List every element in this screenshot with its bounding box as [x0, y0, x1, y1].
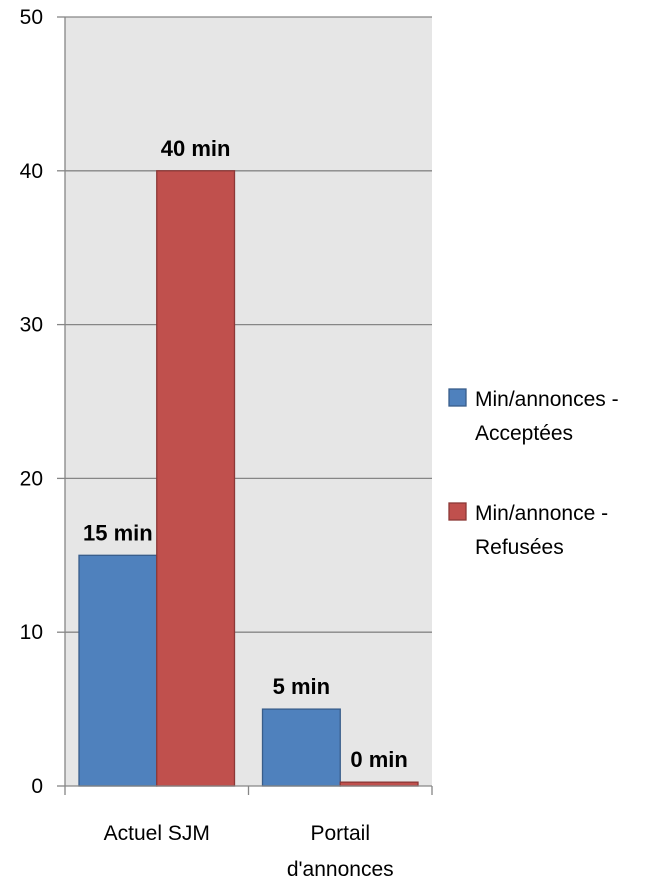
- legend-swatch: [448, 502, 467, 521]
- y-tick-label: 30: [20, 314, 43, 337]
- y-tick-label: 10: [20, 621, 43, 644]
- y-tick-label: 40: [20, 160, 43, 183]
- y-tick-label: 20: [20, 467, 43, 490]
- bar: [156, 170, 236, 787]
- bar: [261, 708, 341, 787]
- legend-label: Min/annonce -: [475, 502, 608, 525]
- legend-label: Min/annonces -: [475, 388, 619, 411]
- x-tick-label: Portail: [310, 822, 370, 845]
- legend-swatch: [448, 388, 467, 407]
- y-tick-label: 50: [20, 6, 43, 29]
- data-label: 0 min: [350, 747, 407, 772]
- legend-label: Refusées: [475, 536, 564, 559]
- x-tick-label: d'annonces: [287, 858, 394, 881]
- data-label: 15 min: [83, 520, 153, 545]
- data-label: 5 min: [273, 674, 330, 699]
- x-tick-label: Actuel SJM: [104, 822, 210, 845]
- legend-label: Acceptées: [475, 422, 573, 445]
- data-label: 40 min: [161, 136, 231, 161]
- y-tick-label: 0: [31, 775, 43, 798]
- bar: [78, 554, 158, 787]
